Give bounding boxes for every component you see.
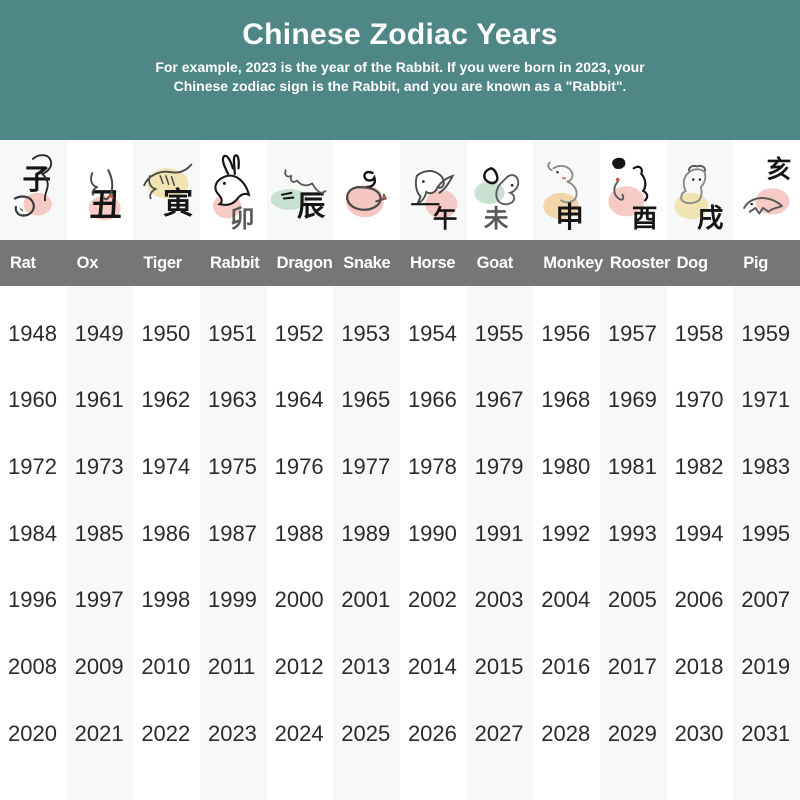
svg-text:亥: 亥 (767, 155, 792, 184)
svg-text:寅: 寅 (163, 187, 193, 221)
svg-text:午: 午 (433, 204, 458, 233)
svg-text:辰: 辰 (297, 189, 326, 221)
svg-text:卯: 卯 (230, 205, 255, 233)
svg-text:丑: 丑 (89, 186, 121, 222)
svg-text:酉: 酉 (632, 205, 657, 233)
svg-text:申: 申 (556, 201, 584, 233)
svg-text:戌: 戌 (697, 203, 723, 233)
svg-text:未: 未 (483, 205, 508, 233)
